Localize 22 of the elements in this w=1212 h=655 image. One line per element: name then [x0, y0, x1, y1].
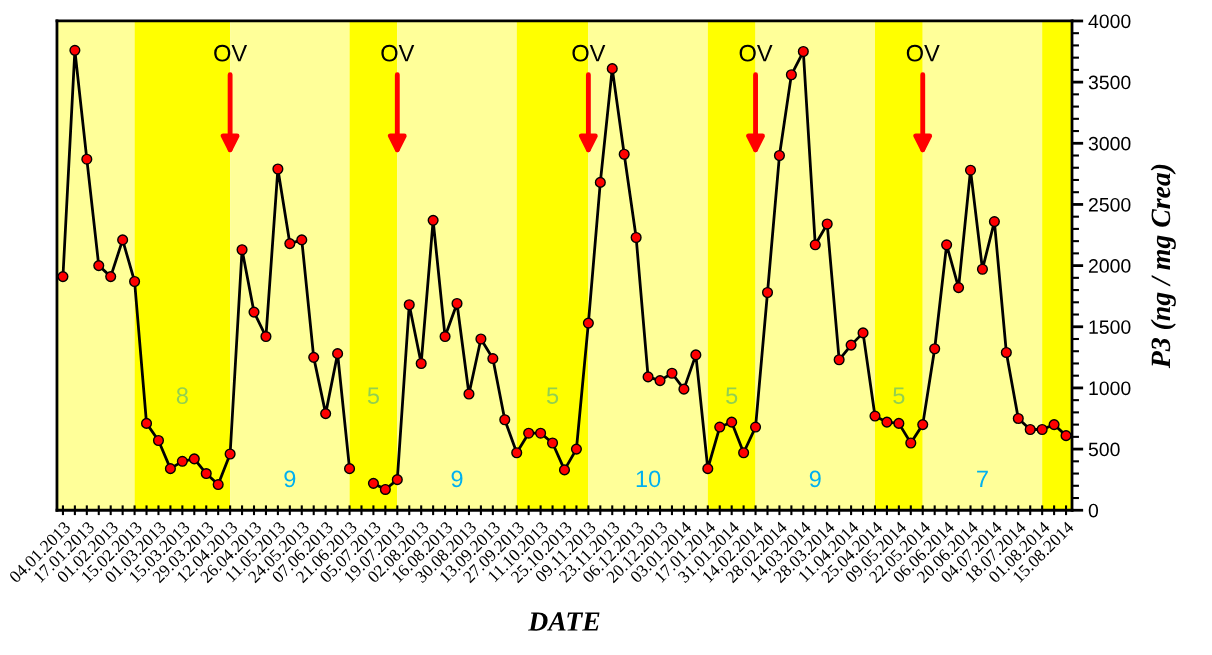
- band-label: 5: [726, 387, 738, 405]
- y-tick-label: 0: [1088, 503, 1099, 518]
- y-tick-label: 500: [1088, 442, 1120, 457]
- y-tick-label: 3500: [1088, 75, 1131, 90]
- y-tick-label: 2000: [1088, 259, 1131, 273]
- band-label: 9: [809, 470, 821, 488]
- band-label: 10: [636, 470, 661, 488]
- band-label: 5: [546, 387, 559, 405]
- band-label: 5: [367, 387, 379, 405]
- band-label: 5: [893, 387, 905, 405]
- y-tick-label: 3000: [1088, 136, 1131, 151]
- band-label: 8: [176, 387, 188, 405]
- annotation: OV: [906, 44, 940, 62]
- band-label: 9: [451, 470, 463, 488]
- y-tick-label: 1000: [1089, 381, 1131, 396]
- y-tick-label: 1500: [1089, 320, 1131, 334]
- band-label: 7: [977, 470, 988, 487]
- y-tick-label: 2500: [1088, 197, 1131, 212]
- y-tick-label: 4000: [1088, 14, 1131, 29]
- band-label: 9: [284, 470, 296, 488]
- y-axis-title: P3 (ng / mg Crea): [1150, 164, 1176, 369]
- x-axis-title: DATE: [528, 612, 600, 631]
